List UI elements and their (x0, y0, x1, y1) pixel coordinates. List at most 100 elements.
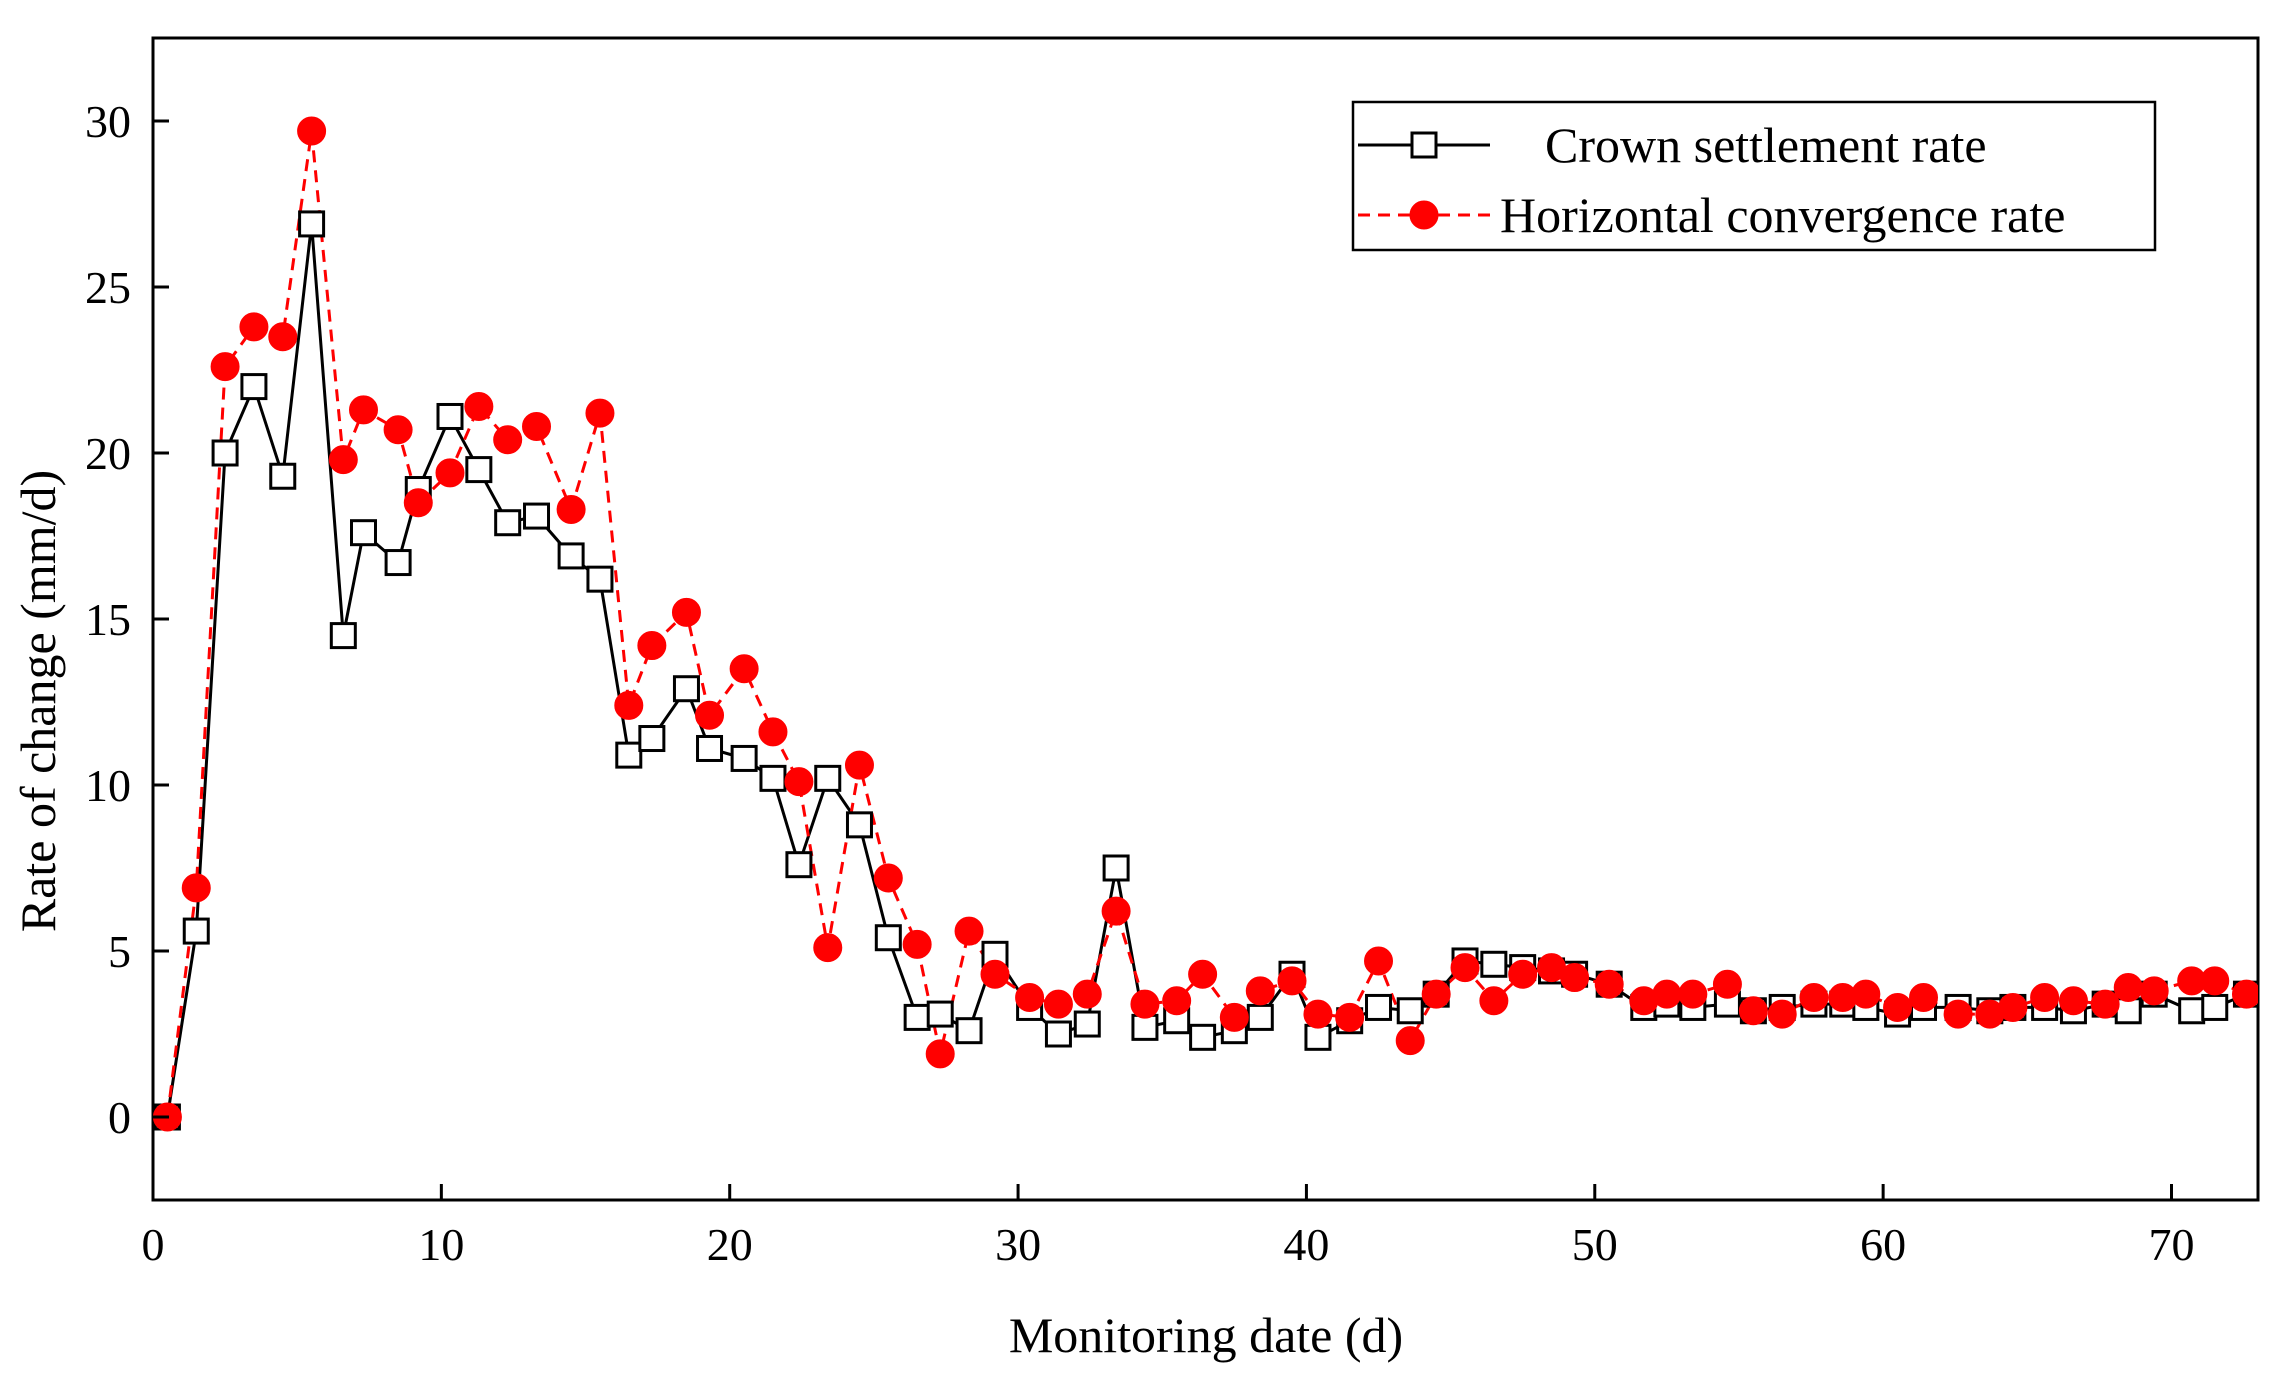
data-point (1851, 979, 1881, 1009)
data-point (403, 488, 433, 518)
data-point (1131, 1013, 1159, 1041)
data-point (696, 734, 724, 762)
data-point (329, 622, 357, 650)
data-point (926, 1000, 954, 1028)
y-axis-title: Rate of change (mm/d) (10, 470, 66, 932)
data-point (758, 717, 788, 747)
series-markers-2 (153, 116, 2258, 1132)
data-point (638, 725, 666, 753)
data-point (1219, 1002, 1249, 1032)
data-point (954, 916, 984, 946)
data-point (556, 494, 586, 524)
data-point (349, 395, 378, 425)
x-tick-label: 40 (1283, 1219, 1329, 1270)
legend-marker (1410, 131, 1438, 159)
data-point (1246, 1003, 1274, 1031)
y-tick-label: 0 (108, 1092, 131, 1143)
data-point (1479, 986, 1509, 1016)
data-point (1304, 1023, 1332, 1051)
data-point (759, 764, 787, 792)
y-tick-label: 10 (85, 760, 131, 811)
data-point (2058, 986, 2088, 1016)
data-point (350, 519, 377, 547)
data-point (2114, 997, 2142, 1025)
data-point (1102, 854, 1130, 882)
data-point (2139, 976, 2169, 1006)
data-point (586, 565, 614, 593)
x-tick-label: 70 (2148, 1219, 2194, 1270)
legend-marker (1409, 200, 1439, 230)
data-point (874, 924, 902, 952)
data-point (637, 631, 667, 661)
legend-label: Crown settlement rate (1545, 117, 1987, 173)
data-point (955, 1017, 983, 1045)
x-tick-label: 0 (142, 1219, 165, 1270)
y-tick-label: 25 (85, 262, 131, 313)
data-point (181, 873, 211, 903)
data-point (269, 462, 297, 490)
data-point (1883, 992, 1913, 1022)
data-point (1044, 1020, 1072, 1048)
data-point (1365, 993, 1393, 1021)
data-point (1015, 982, 1045, 1012)
data-point (1943, 999, 1973, 1029)
data-point (1245, 976, 1275, 1006)
data-point (1130, 989, 1160, 1019)
data-point (557, 542, 585, 570)
data-point (1043, 989, 1073, 1019)
data-point (493, 425, 523, 455)
data-point (729, 654, 759, 684)
data-point (1396, 997, 1424, 1025)
data-point (1480, 950, 1508, 978)
data-point (1678, 979, 1708, 1009)
data-point (435, 458, 465, 488)
data-point (1594, 969, 1624, 999)
y-tick-label: 20 (85, 428, 131, 479)
data-point (1189, 1023, 1217, 1051)
y-tick-label: 15 (85, 594, 131, 645)
data-point (384, 549, 412, 577)
data-point (383, 415, 413, 445)
data-point (2178, 997, 2206, 1025)
data-point (1560, 963, 1590, 993)
data-point (298, 210, 326, 238)
data-point (522, 411, 552, 441)
data-point (2030, 982, 2060, 1012)
legend-box (1351, 100, 2157, 252)
data-point (1767, 999, 1797, 1029)
data-point (784, 767, 814, 797)
data-point (464, 392, 494, 422)
data-point (1073, 1010, 1101, 1038)
data-point (1072, 979, 1102, 1009)
data-point (328, 445, 358, 475)
data-point (1652, 979, 1682, 1009)
data-point (615, 741, 643, 769)
data-point (873, 863, 903, 893)
x-tick-label: 30 (995, 1219, 1041, 1270)
data-point (672, 675, 700, 703)
data-point (1508, 959, 1538, 989)
data-point (1909, 982, 1939, 1012)
data-point (844, 750, 874, 780)
y-tick-label: 5 (108, 926, 131, 977)
x-tick-label: 60 (1860, 1219, 1906, 1270)
data-point (436, 402, 464, 430)
data-point (695, 700, 725, 730)
data-point (1450, 953, 1480, 983)
data-point (585, 398, 615, 428)
x-axis-title: Monitoring date (d) (1009, 1307, 1403, 1363)
data-point (813, 933, 843, 963)
data-point (240, 373, 268, 401)
data-point (1335, 1002, 1365, 1032)
x-tick-label: 50 (1572, 1219, 1618, 1270)
data-point (1188, 959, 1218, 989)
data-point (925, 1039, 955, 1069)
data-point (523, 502, 551, 530)
data-point (902, 929, 932, 959)
data-point (1364, 946, 1394, 976)
data-point (1998, 992, 2028, 1022)
data-point (1277, 966, 1307, 996)
data-point (1738, 996, 1768, 1026)
data-point (1712, 969, 1742, 999)
